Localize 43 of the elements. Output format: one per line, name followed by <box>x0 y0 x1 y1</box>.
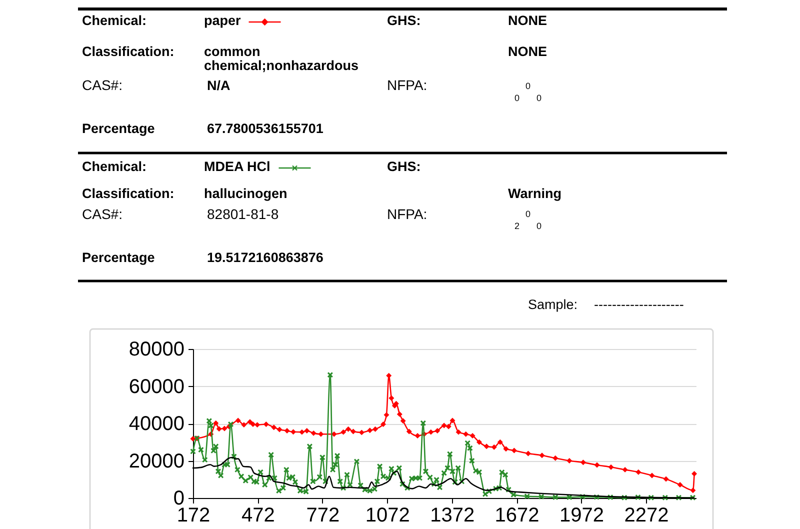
text: 19.5172160863876 <box>207 250 324 265</box>
x-tick-label: 2272 <box>624 504 669 526</box>
text: common chemical;nonhazardous <box>204 44 359 73</box>
y-tick-label: 60000 <box>128 376 184 398</box>
text: N/A <box>207 78 230 93</box>
text: Chemical: <box>82 13 147 28</box>
text: 0 <box>525 81 531 91</box>
text: CAS#: <box>82 206 122 222</box>
x-tick-label: 1672 <box>494 504 540 526</box>
text: 0 <box>514 93 520 103</box>
text: NFPA: <box>387 206 428 222</box>
y-tick-label: 20000 <box>128 450 184 472</box>
text: Sample: <box>528 297 578 312</box>
x-tick-label: 172 <box>176 504 210 526</box>
x-tick-label: 472 <box>242 504 275 526</box>
text: Percentage <box>82 250 156 265</box>
text: Classification: <box>82 44 174 59</box>
text: GHS: <box>387 13 421 28</box>
legend-label: paper <box>204 13 242 28</box>
y-tick-label: 40000 <box>128 413 184 435</box>
text: Warning <box>508 186 562 201</box>
text: -------------------- <box>594 297 684 312</box>
legend-label: MDEA HCl <box>204 159 270 174</box>
text: CAS#: <box>82 77 122 93</box>
text: hallucinogen <box>204 186 288 201</box>
text: 67.7800536155701 <box>207 121 324 136</box>
text: NONE <box>508 13 548 28</box>
x-tick-label: 1972 <box>560 504 604 526</box>
x-tick-label: 772 <box>306 504 340 526</box>
text: Classification: <box>82 186 174 201</box>
y-tick-label: 80000 <box>128 338 184 360</box>
text: 0 <box>536 93 542 103</box>
text: NONE <box>508 44 548 59</box>
text: 2 <box>514 221 520 231</box>
text: Percentage <box>82 121 156 136</box>
x-tick-label: 1072 <box>365 504 410 526</box>
text: Chemical: <box>82 159 147 174</box>
text: GHS: <box>387 159 421 174</box>
text: 82801-81-8 <box>207 206 279 222</box>
text: NFPA: <box>387 77 428 93</box>
text: 0 <box>525 209 531 219</box>
x-tick-label: 1372 <box>430 504 475 526</box>
text: 0 <box>536 221 542 231</box>
